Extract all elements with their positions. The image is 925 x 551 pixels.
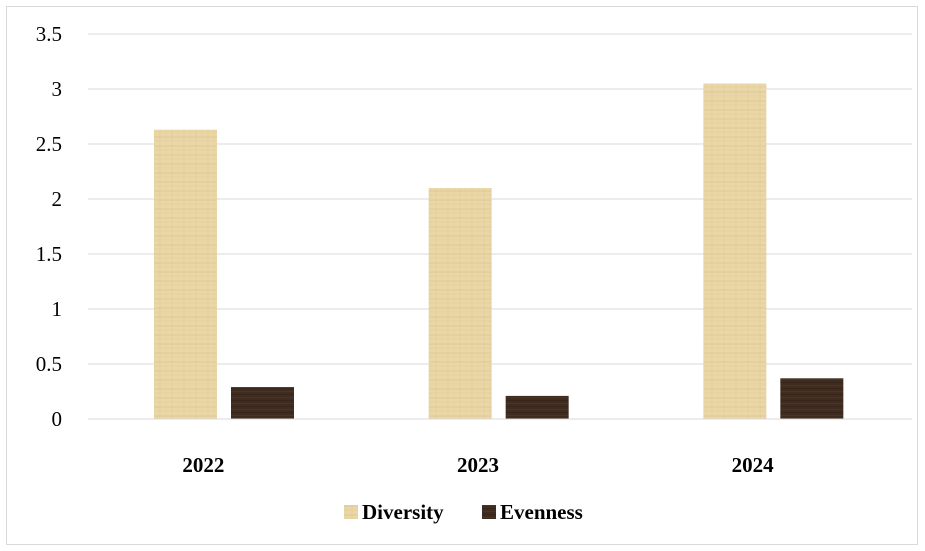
y-tick-label: 2.5: [36, 132, 62, 156]
y-tick-label: 0: [52, 407, 63, 431]
bar-evenness-2023: [505, 395, 569, 419]
y-tick-label: 3: [52, 77, 63, 101]
y-tick-label: 1.5: [36, 242, 62, 266]
legend: Diversity Evenness: [344, 500, 583, 524]
y-axis-ticks: 0 0.5 1 1.5 2 2.5 3 3.5: [36, 22, 62, 431]
x-category-label: 2023: [457, 453, 499, 477]
legend-evenness-label: Evenness: [500, 500, 583, 524]
bar-evenness-2022: [231, 387, 294, 419]
y-tick-label: 1: [52, 297, 63, 321]
bar-diversity-2023: [428, 188, 492, 419]
y-tick-label: 3.5: [36, 22, 62, 46]
bars: [154, 83, 844, 419]
gridlines: [88, 33, 912, 365]
bar-diversity-2022: [154, 129, 217, 419]
bar-diversity-2024: [703, 83, 767, 419]
legend-evenness-swatch: [482, 505, 496, 519]
y-tick-label: 2: [52, 187, 63, 211]
legend-diversity-label: Diversity: [362, 500, 444, 524]
x-category-label: 2024: [732, 453, 775, 477]
y-tick-label: 0.5: [36, 352, 62, 376]
legend-diversity-swatch: [344, 505, 358, 519]
bar-evenness-2024: [780, 378, 844, 419]
x-axis-categories: 2022 2023 2024: [182, 453, 774, 477]
x-category-label: 2022: [182, 453, 224, 477]
